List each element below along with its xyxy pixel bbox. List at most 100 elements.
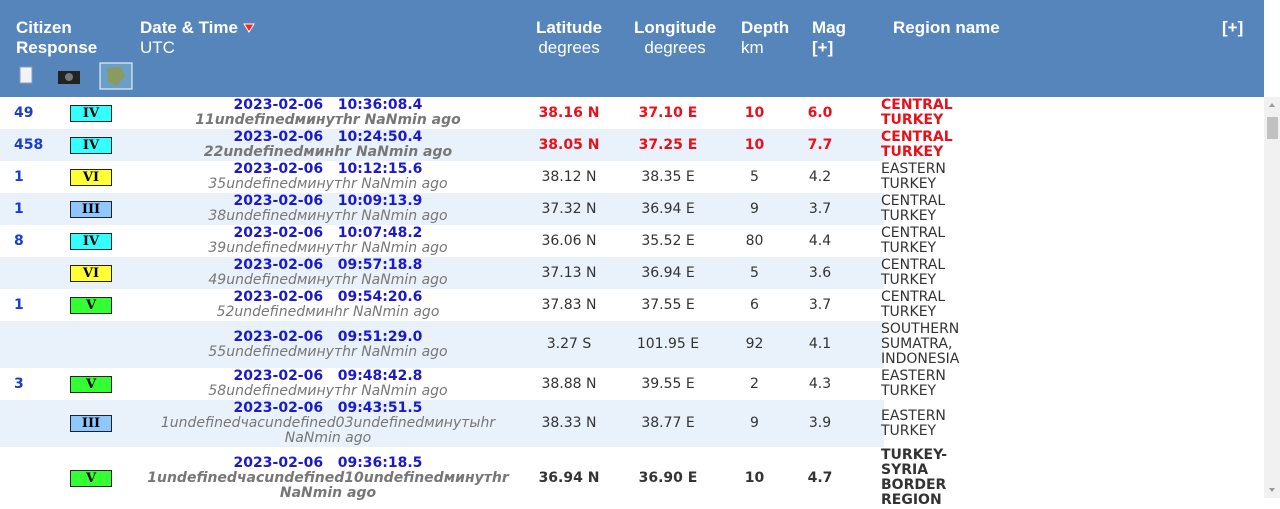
intensity-cell: VI <box>70 257 132 289</box>
table-row[interactable]: 8 IV 2023-02-06 10:07:48.2 39undefinedминут… <box>0 225 1264 257</box>
event-date[interactable]: 2023-02-06 09:48:42.8 <box>233 368 423 384</box>
doc-icon[interactable] <box>18 66 36 86</box>
latitude: 37.13 N <box>541 264 597 281</box>
expand-link[interactable]: [+] <box>812 38 834 57</box>
longitude: 101.95 E <box>636 336 700 352</box>
table-row[interactable]: 458 IV 2023-02-06 10:24:50.4 22undefinedмин… <box>0 129 1264 161</box>
table-row[interactable]: VI 2023-02-06 09:57:18.8 49undefinedминутh… <box>0 257 1264 289</box>
expand-link[interactable]: [+] <box>1222 18 1244 37</box>
response-count[interactable]: 458 <box>14 136 44 153</box>
latitude: 38.12 N <box>541 168 597 185</box>
event-date[interactable]: 2023-02-06 10:09:13.9 <box>233 193 423 209</box>
longitude-cell: 37.25 E <box>614 129 722 161</box>
response-count[interactable]: 3 <box>14 375 24 392</box>
intensity-cell: V <box>70 368 132 400</box>
intensity-badge[interactable]: V <box>70 296 112 314</box>
response-count[interactable]: 1 <box>14 296 24 313</box>
magnitude: 4.3 <box>808 375 832 392</box>
region: CENTRAL TURKEY <box>881 97 953 128</box>
intensity-badge[interactable]: VI <box>70 168 112 186</box>
intensity-badge[interactable]: III <box>70 200 112 218</box>
event-date[interactable]: 2023-02-06 10:24:50.4 <box>233 129 423 145</box>
response-cell: 49 <box>0 97 70 129</box>
region: CENTRAL TURKEY <box>881 193 946 224</box>
time-ago: 1undefinedчacundefined03undefinedминутыh… <box>160 415 496 446</box>
region-cell: SOUTHERN SUMATRA, INDONESIA <box>853 321 959 368</box>
time-ago: 55undefinedминутhr NaNmin ago <box>208 343 448 360</box>
response-cell: 1 <box>0 161 70 193</box>
region-cell: CENTRAL TURKEY <box>853 257 945 289</box>
event-date[interactable]: 2023-02-06 10:36:08.4 <box>233 97 423 113</box>
intensity-badge[interactable]: V <box>70 375 112 393</box>
latitude-cell: 38.33 N <box>524 400 614 447</box>
table-row[interactable]: 1 VI 2023-02-06 10:12:15.6 35undefinedминут… <box>0 161 1264 193</box>
event-date[interactable]: 2023-02-06 09:51:29.0 <box>233 328 423 345</box>
event-date[interactable]: 2023-02-06 10:12:15.6 <box>233 161 423 177</box>
event-date[interactable]: 2023-02-06 10:07:48.2 <box>233 225 423 241</box>
longitude-cell: 36.94 E <box>614 193 722 225</box>
table-row[interactable]: 1 III 2023-02-06 10:09:13.9 38undefinedмину… <box>0 193 1264 225</box>
latitude: 38.05 N <box>538 136 600 153</box>
response-count[interactable]: 1 <box>14 200 24 217</box>
citizen-header: Citizen Response <box>16 18 116 58</box>
intensity-cell: III <box>70 400 132 447</box>
table-row[interactable]: III 2023-02-06 09:43:51.5 1undefinedчacund… <box>0 400 1264 447</box>
depth-header: Depth km <box>741 18 789 58</box>
response-count[interactable]: 49 <box>14 104 34 121</box>
table-row[interactable]: 49 IV 2023-02-06 10:36:08.4 11undefinedмину… <box>0 97 1264 129</box>
response-cell: 458 <box>0 129 70 161</box>
scrollbar[interactable] <box>1264 97 1280 498</box>
table-row[interactable]: V 2023-02-06 09:36:18.5 1undefinedчacundef… <box>0 447 1264 509</box>
longitude-cell: 38.77 E <box>614 400 722 447</box>
region-expand[interactable]: [+] <box>1222 18 1243 38</box>
longitude: 36.90 E <box>638 469 698 486</box>
time-ago: 11undefinedминутhr NaNmin ago <box>195 112 461 128</box>
region-cell: EASTERN TURKEY <box>853 400 946 447</box>
magnitude-cell: 3.9 <box>787 400 853 447</box>
table-row[interactable]: 2023-02-06 09:51:29.0 55undefinedминутhr … <box>0 321 1264 368</box>
camera-icon[interactable] <box>56 66 82 86</box>
intensity-badge[interactable]: III <box>70 415 112 432</box>
table-row[interactable]: 1 V 2023-02-06 09:54:20.6 52undefinedминhr … <box>0 289 1264 321</box>
intensity-badge[interactable]: VI <box>70 264 112 282</box>
latitude-cell: 37.32 N <box>524 193 614 225</box>
magnitude-cell: 4.2 <box>787 161 853 193</box>
event-date[interactable]: 2023-02-06 09:57:18.8 <box>233 257 423 273</box>
depth-cell: 10 <box>722 447 787 509</box>
intensity-badge[interactable]: V <box>70 469 112 487</box>
intensity-badge[interactable]: IV <box>70 104 112 122</box>
latitude-cell: 38.88 N <box>524 368 614 400</box>
time-ago: 49undefinedминутhr NaNmin ago <box>208 272 448 288</box>
depth: 10 <box>744 104 765 121</box>
datetime-cell: 2023-02-06 10:24:50.4 22undefinedминhr Na… <box>132 129 524 161</box>
time-ago: 1undefinedчacundefined10undefinedминутhr… <box>147 469 509 501</box>
depth-cell: 9 <box>722 400 787 447</box>
intensity-cell: IV <box>70 97 132 129</box>
response-cell <box>0 257 70 289</box>
map-icon[interactable] <box>99 62 133 90</box>
scrollbar-graphic <box>1267 103 1278 492</box>
event-date[interactable]: 2023-02-06 09:54:20.6 <box>233 289 423 305</box>
response-cell <box>0 321 70 368</box>
depth-cell: 9 <box>722 193 787 225</box>
event-date[interactable]: 2023-02-06 09:43:51.5 <box>233 400 423 416</box>
event-date[interactable]: 2023-02-06 09:36:18.5 <box>233 454 423 471</box>
region: TURKEY-SYRIA BORDER REGION <box>881 447 948 508</box>
datetime-cell: 2023-02-06 10:09:13.9 38undefinedминутhr … <box>132 193 524 225</box>
intensity-badge[interactable]: IV <box>70 232 112 250</box>
header-unit: km <box>741 38 764 57</box>
region-cell: EASTERN TURKEY <box>853 161 946 193</box>
depth-cell: 6 <box>722 289 787 321</box>
response-count[interactable]: 8 <box>14 232 24 249</box>
intensity-badge[interactable]: IV <box>70 136 112 154</box>
header-unit: degrees <box>644 38 706 57</box>
magnitude: 4.7 <box>807 469 833 486</box>
datetime-header[interactable]: Date & Time UTC <box>140 18 255 58</box>
table-row[interactable]: 3 V 2023-02-06 09:48:42.8 58undefinedминутh… <box>0 368 1264 400</box>
latitude: 36.06 N <box>541 232 597 249</box>
longitude-cell: 37.10 E <box>614 97 722 129</box>
lon-header: Longitude degrees <box>634 18 716 58</box>
response-count[interactable]: 1 <box>14 168 24 185</box>
latitude: 37.83 N <box>541 296 597 313</box>
region-cell: EASTERN TURKEY <box>853 368 946 400</box>
